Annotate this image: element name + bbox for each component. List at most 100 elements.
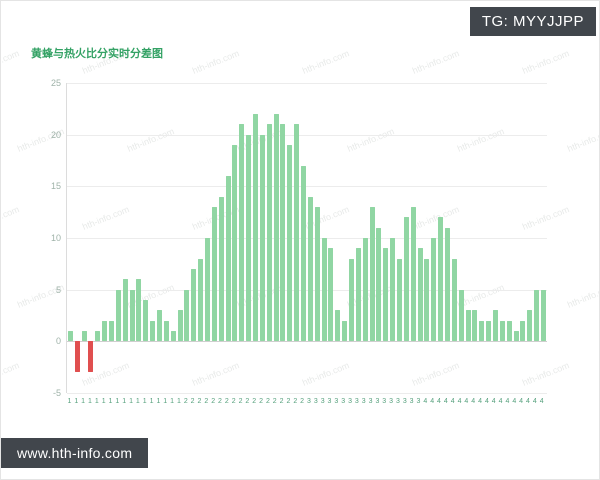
score-diff-bar <box>328 248 334 342</box>
x-axis-tick-label: 4 <box>484 398 489 405</box>
score-diff-bar <box>527 310 533 342</box>
watermark-text: hth-info.com <box>190 48 241 76</box>
score-diff-bar <box>239 124 245 342</box>
x-axis-tick-label: 1 <box>81 398 86 405</box>
x-axis-tick-label: 1 <box>129 398 133 405</box>
x-axis-tick-label: 4 <box>539 398 544 405</box>
score-diff-bar <box>335 310 341 342</box>
score-diff-bar <box>348 258 354 342</box>
score-diff-bar <box>81 331 87 342</box>
x-axis-tick-label: 3 <box>313 398 318 405</box>
score-diff-bar <box>177 310 183 342</box>
score-diff-bar <box>88 341 94 373</box>
score-diff-bar <box>95 331 101 342</box>
watermark-text: hth-info.com <box>565 126 600 154</box>
score-diff-chart-plot-area: 25 20 15 10 5 0 -5 <box>51 78 547 398</box>
score-diff-bar <box>287 145 293 342</box>
x-axis-tick-label: 4 <box>450 398 455 405</box>
score-diff-bar <box>369 207 375 342</box>
score-diff-bar <box>102 320 108 342</box>
score-diff-bar <box>307 196 313 342</box>
x-axis-tick-label: 3 <box>395 398 400 405</box>
watermark-text: hth-info.com <box>565 282 600 310</box>
score-diff-bar <box>156 310 162 342</box>
x-axis-tick-label: 1 <box>101 398 106 405</box>
x-axis-tick-label: 1 <box>94 398 99 405</box>
y-axis-tick-label: 0 <box>55 336 61 347</box>
x-axis-tick-label: 4 <box>437 398 441 405</box>
y-axis-tick-label: -5 <box>52 388 61 398</box>
score-diff-bar <box>506 320 512 342</box>
score-diff-bar <box>246 134 252 342</box>
x-axis-tick-label: 3 <box>382 398 387 405</box>
score-diff-bar <box>211 207 217 342</box>
watermark-text: hth-info.com <box>1 204 21 232</box>
watermark-text: hth-info.com <box>236 438 286 439</box>
score-diff-bar <box>129 289 135 342</box>
chart-title: 黄蜂与热火比分实时分差图 <box>31 48 163 60</box>
gridline <box>67 238 547 239</box>
x-axis-tick-label: 2 <box>279 398 284 405</box>
x-axis-tick-label: 1 <box>142 398 147 405</box>
score-diff-bar <box>458 289 464 342</box>
x-axis-tick-label: 3 <box>348 398 352 405</box>
x-axis-tick-label: 1 <box>170 398 175 405</box>
x-axis-tick-label: 4 <box>512 398 517 405</box>
score-diff-bar <box>362 238 368 342</box>
x-axis-tick-label: 2 <box>190 398 195 405</box>
score-diff-bar <box>451 258 457 342</box>
score-diff-bar <box>403 217 409 342</box>
score-diff-bar <box>67 331 73 342</box>
score-diff-bar <box>252 114 258 342</box>
x-axis-tick-label: 2 <box>231 398 236 405</box>
x-axis-tick-label: 2 <box>293 398 298 405</box>
x-axis-tick-label: 2 <box>272 398 277 405</box>
score-diff-bar <box>383 248 389 342</box>
x-axis-tick-label: 1 <box>156 398 161 405</box>
score-diff-bar <box>218 196 224 342</box>
score-diff-bar <box>225 176 231 342</box>
score-diff-bar <box>465 310 471 342</box>
score-diff-bar <box>115 289 121 342</box>
x-axis-tick-label: 4 <box>526 398 530 405</box>
score-diff-bar <box>122 279 128 342</box>
watermark-text: hth-info.com <box>346 438 396 439</box>
score-diff-bar <box>321 238 327 342</box>
watermark-text: hth-info.com <box>520 48 571 76</box>
x-axis-tick-label: 2 <box>300 398 305 405</box>
score-diff-bar <box>170 331 176 342</box>
score-diff-bar <box>492 310 498 342</box>
watermark-text: hth-info.com <box>410 48 461 76</box>
score-diff-bar <box>204 238 210 342</box>
score-diff-bar <box>396 258 402 342</box>
x-axis-tick-label: 4 <box>423 398 428 405</box>
x-axis-tick-label: 4 <box>498 398 503 405</box>
watermark-text: hth-info.com <box>1 48 21 76</box>
x-axis-tick-label: 4 <box>464 398 469 405</box>
x-axis-tick-label: 1 <box>67 398 72 405</box>
gridline <box>67 186 547 188</box>
score-diff-bar <box>136 279 142 342</box>
score-diff-bar <box>417 248 423 342</box>
score-diff-bar <box>486 320 492 342</box>
x-axis-tick-label: 1 <box>176 398 181 405</box>
score-diff-bar <box>438 217 444 342</box>
x-axis-tick-label: 1 <box>135 398 140 405</box>
score-diff-bar <box>390 238 396 342</box>
y-axis-tick-label: 20 <box>50 129 61 140</box>
score-diff-bar <box>499 320 505 342</box>
score-diff-bar <box>191 269 197 342</box>
x-axis-tick-label: 3 <box>409 398 414 405</box>
x-axis-tick-label: 1 <box>122 398 127 405</box>
x-axis-tick-label: 2 <box>218 398 222 405</box>
score-diff-bar <box>184 289 190 342</box>
score-diff-bar <box>342 320 348 342</box>
score-diff-bar <box>294 124 300 342</box>
score-diff-bar <box>513 331 519 342</box>
x-axis-tick-label: 1 <box>108 398 113 405</box>
y-axis-tick-label: 15 <box>50 181 61 192</box>
score-diff-bar <box>355 248 361 342</box>
score-diff-bar <box>300 165 306 342</box>
x-axis-tick-label: 4 <box>430 398 435 405</box>
